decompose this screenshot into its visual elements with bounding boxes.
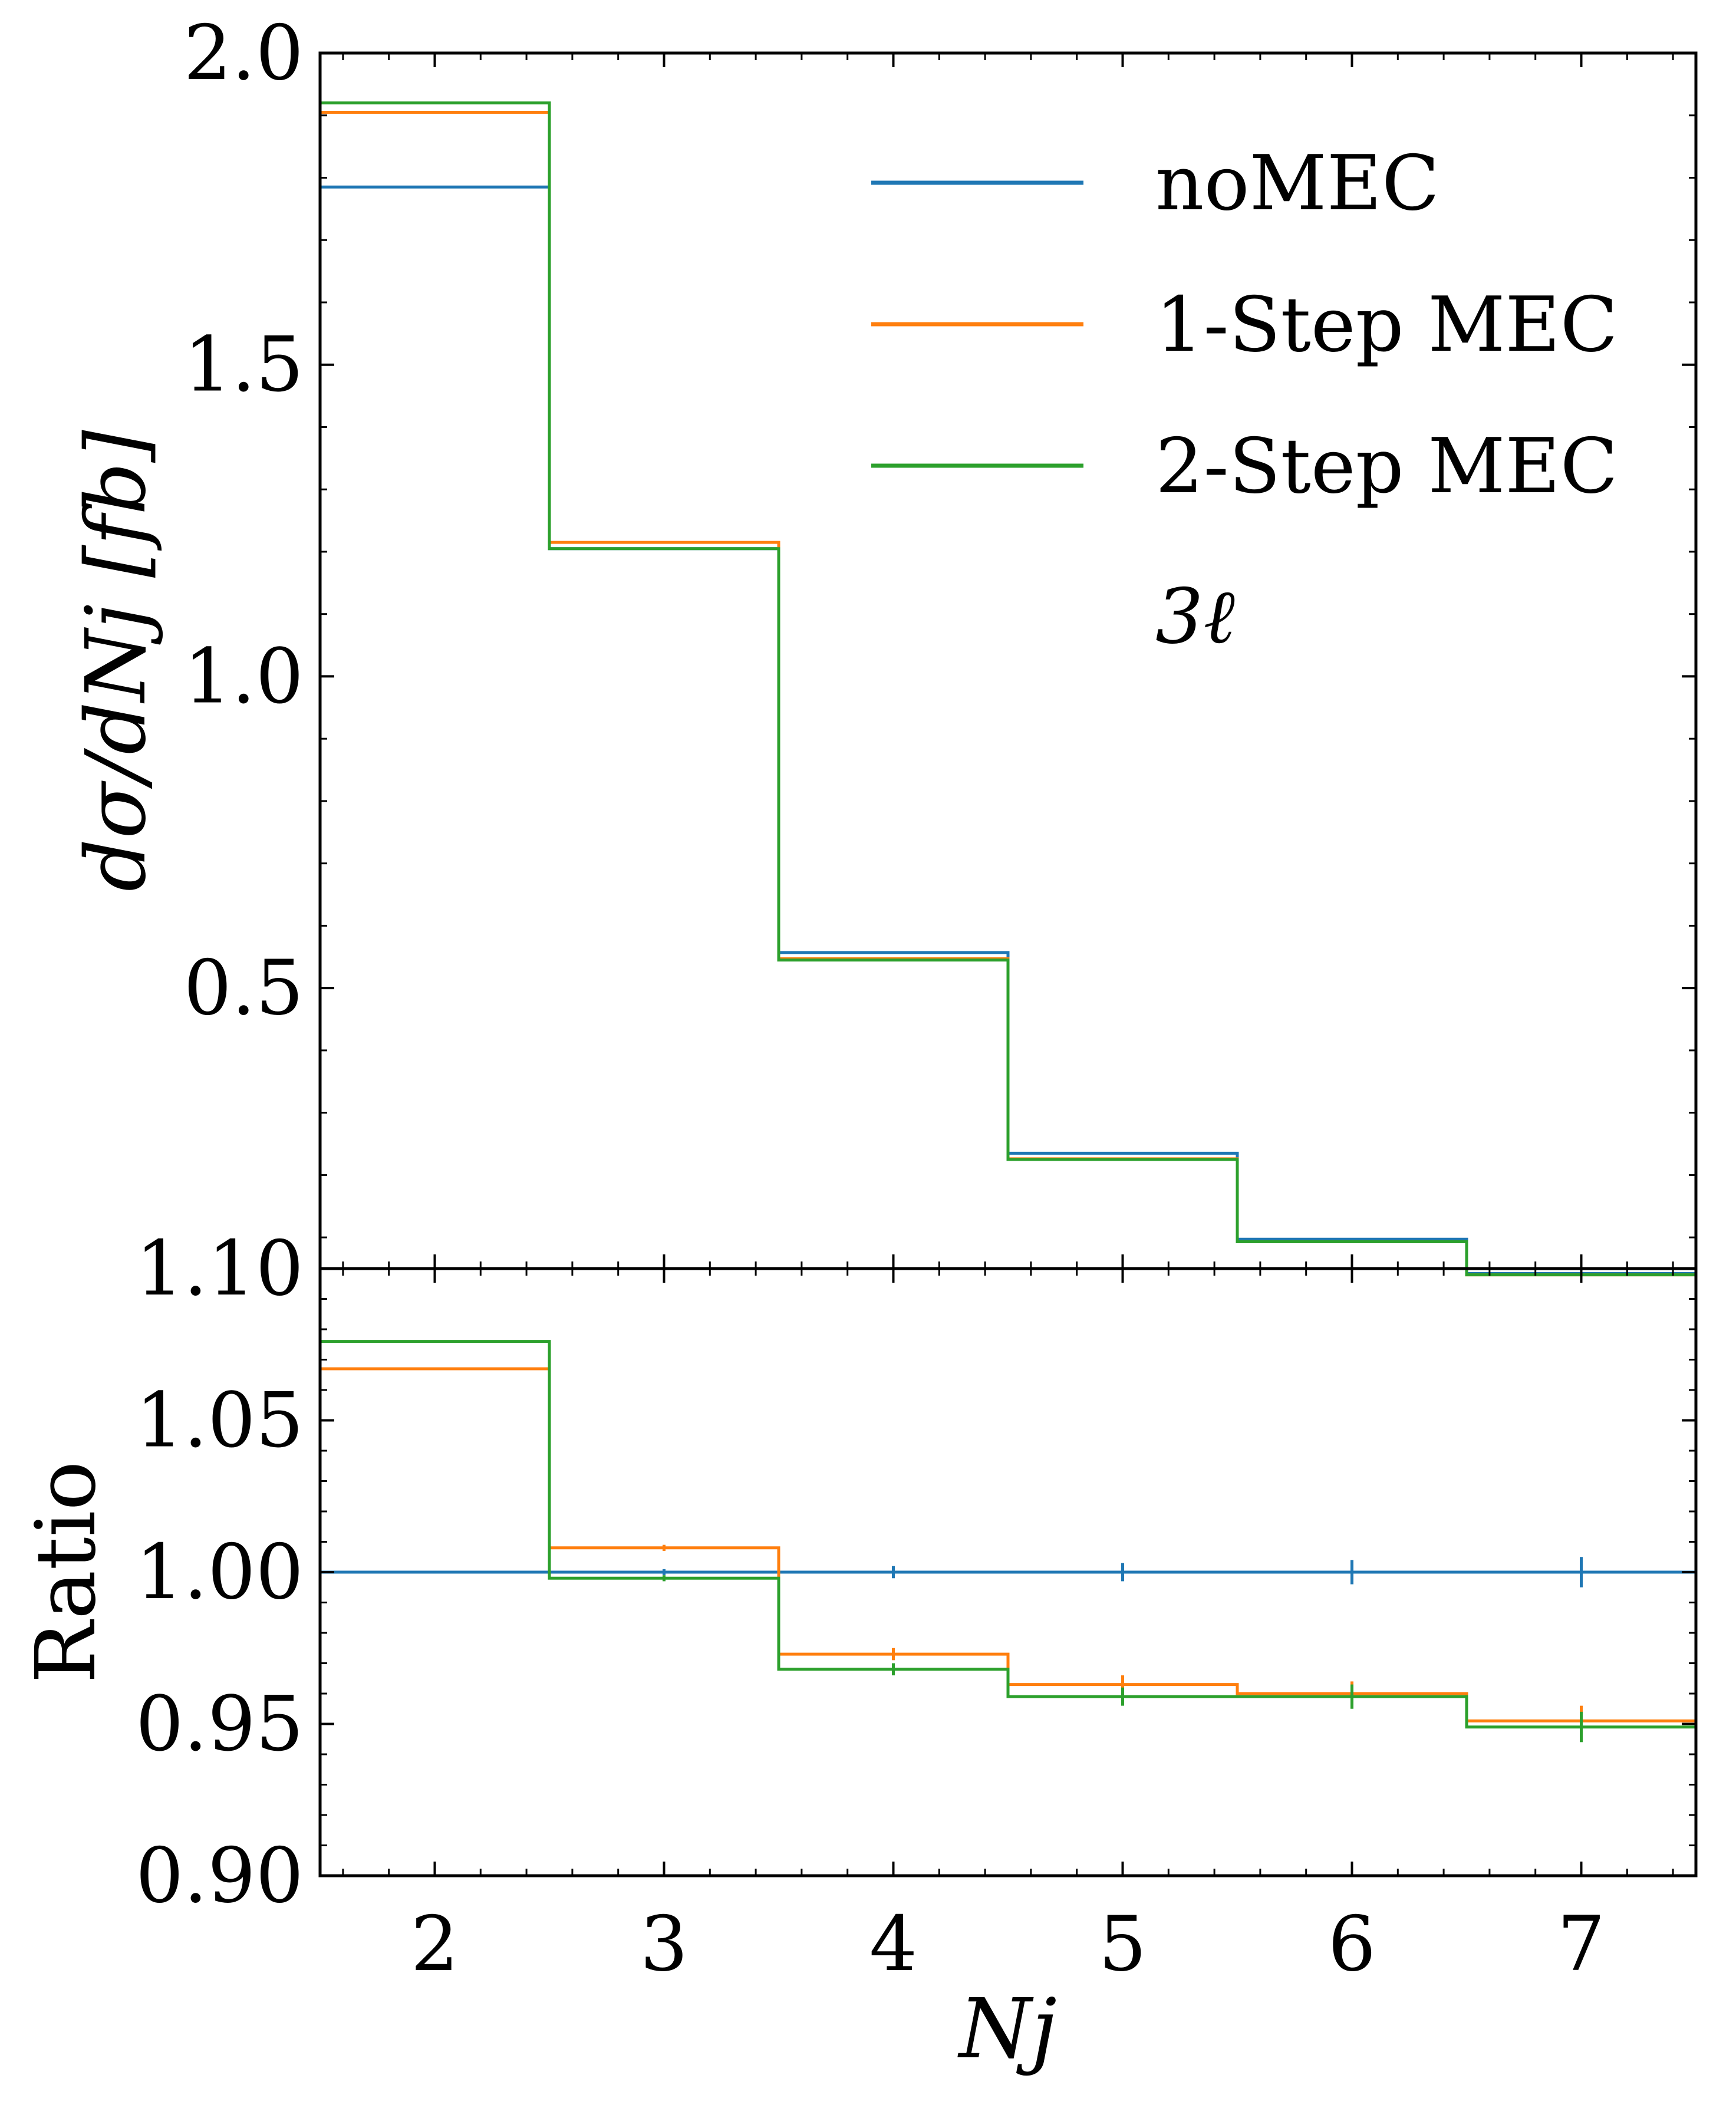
legend: noMEC 1-Step MEC 2-Step MEC 3ℓ [871, 140, 1618, 661]
y-tick-label-ratio: 0.90 [136, 1832, 304, 1920]
y-tick-label-ratio: 0.95 [136, 1681, 304, 1768]
ratio-y-axis-label: Ratio [18, 1461, 114, 1683]
x-axis-label: Nj [957, 1981, 1057, 2077]
y-tick-label-main: 1.5 [183, 321, 304, 409]
legend-label-nomec: noMEC [1155, 140, 1439, 228]
ratio-series-layer [320, 1340, 1696, 1743]
main-series-layer [320, 101, 1696, 1277]
legend-entry-nomec: noMEC [871, 140, 1439, 228]
x-tick-label: 2 [411, 1900, 459, 1988]
y-tick-label-main: 1.0 [183, 633, 304, 720]
legend-label-2step: 2-Step MEC [1155, 423, 1618, 510]
ratio-ticks-layer: 0.90 0.95 1.00 1.05 1.10 2 3 4 5 6 7 [136, 1225, 1696, 1988]
y-tick-label-main: 2.0 [183, 9, 304, 97]
x-tick-label: 7 [1557, 1900, 1605, 1988]
x-tick-label: 5 [1099, 1900, 1147, 1988]
y-tick-label-ratio: 1.10 [136, 1225, 304, 1313]
step-line-main-twoStep [320, 101, 1696, 1277]
legend-label-1step: 1-Step MEC [1155, 281, 1618, 369]
x-tick-label: 4 [869, 1900, 917, 1988]
ratio-panel: 0.90 0.95 1.00 1.05 1.10 2 3 4 5 6 7 Ratio Nj [18, 1225, 1698, 2077]
x-tick-label: 3 [640, 1900, 688, 1988]
step-line-ratio-twoStep [320, 1340, 1696, 1729]
y-tick-label-ratio: 1.00 [136, 1529, 304, 1616]
legend-channel-label: 3ℓ [1155, 573, 1235, 661]
y-tick-label-main: 0.5 [183, 944, 304, 1032]
ratio-axes-frame [318, 1267, 1698, 1877]
x-tick-label: 6 [1328, 1900, 1376, 1988]
y-tick-label-ratio: 1.05 [136, 1377, 304, 1465]
legend-entry-2step: 2-Step MEC [871, 423, 1618, 510]
legend-entry-1step: 1-Step MEC [871, 281, 1618, 369]
main-panel: 0.5 1.0 1.5 2.0 dσ/dNj [fb] noMEC 1-Step ME… [68, 9, 1698, 1277]
main-y-axis-label: dσ/dNj [fb] [68, 430, 164, 891]
